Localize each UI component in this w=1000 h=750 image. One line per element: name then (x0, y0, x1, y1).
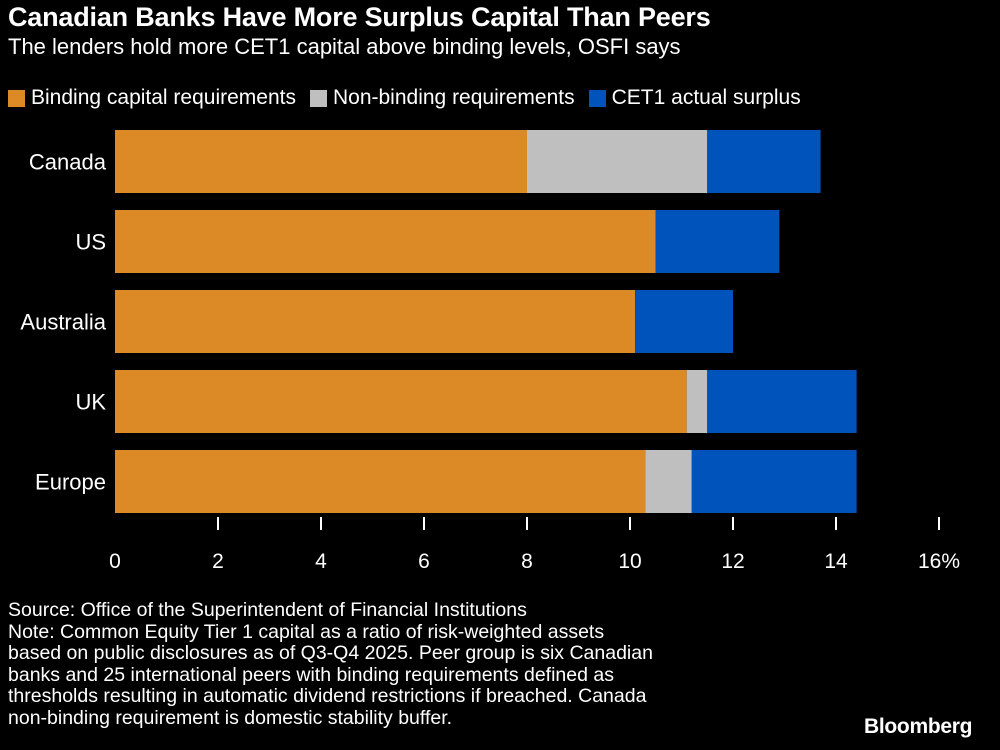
legend-item-non-binding: Non-binding requirements (309, 86, 575, 110)
bar-segment-uk-2 (707, 370, 857, 433)
note-line: banks and 25 international peers with bi… (8, 663, 614, 686)
x-tick-label: 14 (824, 550, 848, 573)
bar-segment-australia-2 (635, 290, 733, 353)
x-tick-label: 8 (521, 550, 533, 573)
x-tick-label: 12 (721, 550, 744, 573)
x-tick-label: 0 (109, 550, 121, 573)
legend-label: Binding capital requirements (31, 86, 296, 109)
category-label: Australia (20, 310, 106, 335)
legend-item-binding: Binding capital requirements (8, 86, 296, 110)
x-tick-label: 16% (918, 550, 960, 573)
category-label: US (75, 230, 106, 255)
legend-label: CET1 actual surplus (611, 86, 801, 109)
note-line: Note: Common Equity Tier 1 capital as a … (8, 620, 605, 643)
bar-segment-europe-0 (115, 450, 646, 513)
bar-segment-europe-2 (691, 450, 857, 513)
bar-segment-australia-0 (115, 290, 636, 353)
legend-label: Non-binding requirements (332, 86, 575, 109)
bar-segment-uk-0 (115, 370, 687, 433)
x-tick-label: 2 (212, 550, 224, 573)
category-label: Canada (29, 150, 107, 175)
bar-segment-us-2 (655, 210, 780, 273)
x-tick-label: 4 (315, 550, 327, 573)
chart-subtitle: The lenders hold more CET1 capital above… (8, 34, 681, 59)
bar-segment-uk-1 (686, 370, 708, 433)
legend-swatch (8, 89, 25, 107)
legend-swatch (588, 89, 606, 107)
x-tick-label: 6 (418, 550, 430, 573)
bar-segment-canada-1 (527, 130, 708, 193)
legend-item-surplus: CET1 actual surplus (588, 86, 801, 110)
source-text: Source: Office of the Superintendent of … (8, 599, 527, 621)
x-tick-label: 10 (618, 550, 641, 573)
note-line: based on public disclosures as of Q3-Q4 … (8, 642, 653, 664)
bar-segment-canada-0 (115, 130, 527, 193)
bar-segment-us-0 (115, 210, 656, 273)
bar-segment-canada-2 (707, 130, 821, 193)
legend-swatch (309, 89, 327, 107)
bar-segment-europe-1 (645, 450, 692, 513)
note-line: thresholds resulting in automatic divide… (8, 685, 647, 707)
category-label: Europe (35, 470, 106, 495)
footnotes: Source: Office of the Superintendent of … (8, 599, 808, 729)
legend: Binding capital requirements Non-binding… (8, 86, 801, 110)
bar-chart: Canada US Australia UK Europe 0 2 4 6 8 10 12 14 16% (20, 130, 960, 573)
note-line: non-binding requirement is domestic stab… (8, 706, 453, 729)
chart-title: Canadian Banks Have More Surplus Capital… (8, 2, 711, 32)
category-label: UK (75, 390, 106, 415)
bloomberg-logo: Bloomberg (864, 715, 973, 738)
